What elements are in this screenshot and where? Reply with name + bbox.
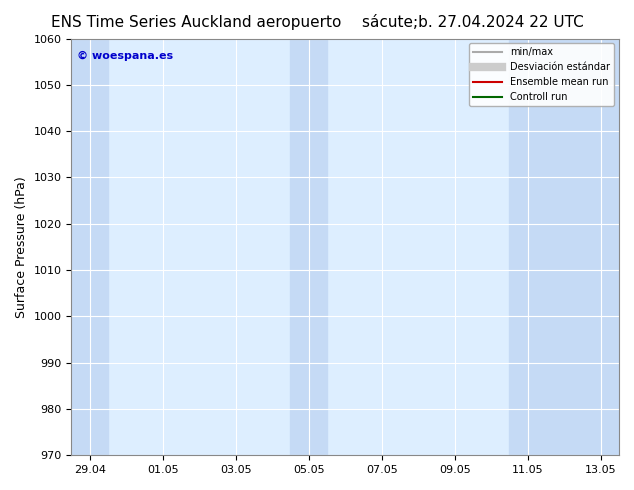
- Legend: min/max, Desviación estándar, Ensemble mean run, Controll run: min/max, Desviación estándar, Ensemble m…: [469, 44, 614, 106]
- Bar: [72, 39, 108, 455]
- Bar: [510, 39, 619, 455]
- Text: © woespana.es: © woespana.es: [77, 51, 173, 61]
- Y-axis label: Surface Pressure (hPa): Surface Pressure (hPa): [15, 176, 28, 318]
- Text: sácute;b. 27.04.2024 22 UTC: sácute;b. 27.04.2024 22 UTC: [361, 15, 583, 30]
- Bar: [290, 39, 327, 455]
- Text: ENS Time Series Auckland aeropuerto: ENS Time Series Auckland aeropuerto: [51, 15, 341, 30]
